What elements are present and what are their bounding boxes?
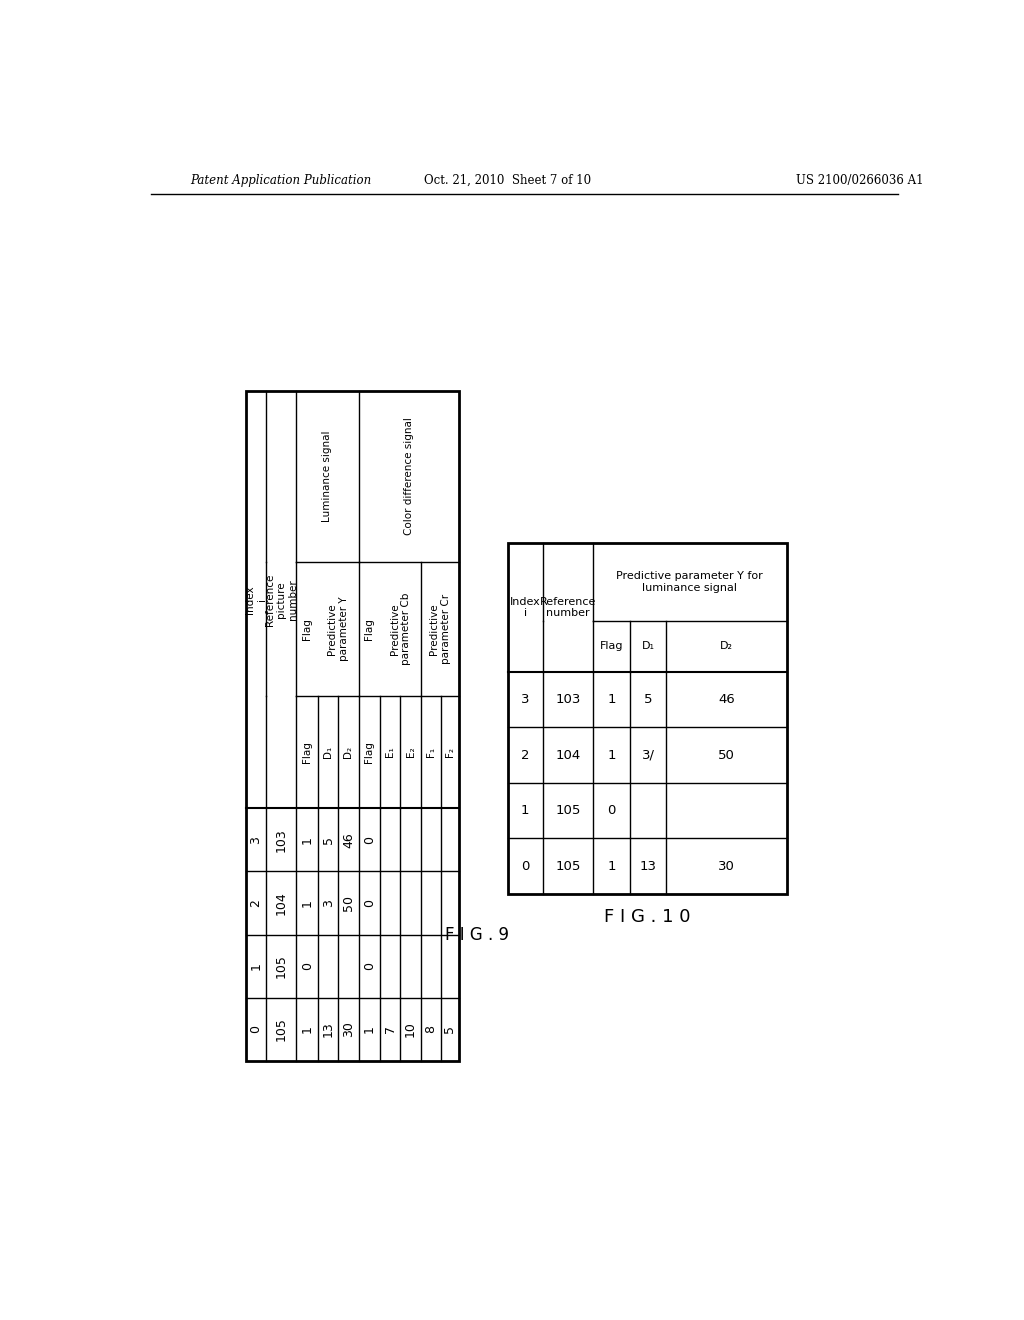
Text: 1: 1 bbox=[521, 804, 529, 817]
Text: 3: 3 bbox=[250, 836, 262, 843]
Text: Predictive
parameter Cb: Predictive parameter Cb bbox=[389, 593, 412, 665]
Text: 5: 5 bbox=[644, 693, 652, 706]
Text: 13: 13 bbox=[322, 1022, 335, 1038]
Text: Flag: Flag bbox=[302, 741, 312, 763]
Text: D₂: D₂ bbox=[343, 746, 353, 758]
Text: Index
i: Index i bbox=[510, 597, 541, 619]
Text: 30: 30 bbox=[342, 1022, 355, 1038]
Text: Oct. 21, 2010  Sheet 7 of 10: Oct. 21, 2010 Sheet 7 of 10 bbox=[424, 174, 591, 187]
Text: 50: 50 bbox=[342, 895, 355, 911]
Text: 1: 1 bbox=[607, 693, 615, 706]
Text: 1: 1 bbox=[607, 859, 615, 873]
Text: Predictive parameter Y for
luminance signal: Predictive parameter Y for luminance sig… bbox=[616, 572, 763, 593]
Text: 105: 105 bbox=[555, 804, 581, 817]
Text: Flag: Flag bbox=[365, 618, 375, 640]
Text: 103: 103 bbox=[274, 828, 288, 851]
Text: 104: 104 bbox=[555, 748, 581, 762]
Text: 104: 104 bbox=[274, 891, 288, 915]
Text: 0: 0 bbox=[362, 836, 376, 843]
Text: Index
i: Index i bbox=[245, 585, 266, 614]
Text: 8: 8 bbox=[424, 1026, 437, 1034]
Bar bbox=[246, 391, 459, 1061]
Text: 0: 0 bbox=[362, 962, 376, 970]
Text: 2: 2 bbox=[250, 899, 262, 907]
Text: 5: 5 bbox=[322, 836, 335, 843]
Text: Patent Application Publication: Patent Application Publication bbox=[190, 174, 372, 187]
Text: 46: 46 bbox=[342, 832, 355, 847]
Text: 7: 7 bbox=[384, 1026, 396, 1034]
Text: Flag: Flag bbox=[365, 741, 375, 763]
Text: 103: 103 bbox=[555, 693, 581, 706]
Text: Predictive
parameter Y: Predictive parameter Y bbox=[328, 597, 349, 661]
Text: D₁: D₁ bbox=[324, 746, 333, 758]
Text: US 2100/0266036 A1: US 2100/0266036 A1 bbox=[796, 174, 924, 187]
Text: 30: 30 bbox=[718, 859, 735, 873]
Text: Flag: Flag bbox=[600, 642, 624, 651]
Text: Reference
picture
number: Reference picture number bbox=[264, 573, 298, 626]
Text: 2: 2 bbox=[521, 748, 529, 762]
Text: 50: 50 bbox=[718, 748, 735, 762]
Text: F I G . 9: F I G . 9 bbox=[444, 925, 509, 944]
Text: 0: 0 bbox=[301, 962, 313, 970]
Text: 0: 0 bbox=[362, 899, 376, 907]
Text: Flag: Flag bbox=[302, 618, 312, 640]
Text: 1: 1 bbox=[250, 962, 262, 970]
Text: F I G . 1 0: F I G . 1 0 bbox=[604, 908, 690, 925]
Text: 0: 0 bbox=[521, 859, 529, 873]
Bar bbox=[508, 544, 786, 894]
Text: 3/: 3/ bbox=[641, 748, 654, 762]
Text: 105: 105 bbox=[555, 859, 581, 873]
Text: 105: 105 bbox=[274, 954, 288, 978]
Text: Color difference signal: Color difference signal bbox=[403, 417, 414, 536]
Text: 10: 10 bbox=[404, 1022, 417, 1038]
Text: E₁: E₁ bbox=[385, 747, 395, 758]
Text: 5: 5 bbox=[443, 1026, 457, 1034]
Text: D₂: D₂ bbox=[720, 642, 733, 651]
Text: 3: 3 bbox=[322, 899, 335, 907]
Text: 1: 1 bbox=[362, 1026, 376, 1034]
Text: 1: 1 bbox=[301, 899, 313, 907]
Text: F₁: F₁ bbox=[426, 747, 436, 756]
Text: Reference
number: Reference number bbox=[540, 597, 596, 619]
Text: Luminance signal: Luminance signal bbox=[323, 430, 333, 523]
Text: 1: 1 bbox=[607, 748, 615, 762]
Text: 13: 13 bbox=[640, 859, 656, 873]
Text: 0: 0 bbox=[607, 804, 615, 817]
Text: D₁: D₁ bbox=[641, 642, 654, 651]
Text: 3: 3 bbox=[521, 693, 529, 706]
Text: F₂: F₂ bbox=[444, 747, 455, 756]
Text: 1: 1 bbox=[301, 836, 313, 843]
Text: 1: 1 bbox=[301, 1026, 313, 1034]
Text: 0: 0 bbox=[250, 1026, 262, 1034]
Text: 46: 46 bbox=[718, 693, 734, 706]
Text: E₂: E₂ bbox=[406, 747, 416, 758]
Text: Predictive
parameter Cr: Predictive parameter Cr bbox=[429, 594, 451, 664]
Text: 105: 105 bbox=[274, 1018, 288, 1041]
